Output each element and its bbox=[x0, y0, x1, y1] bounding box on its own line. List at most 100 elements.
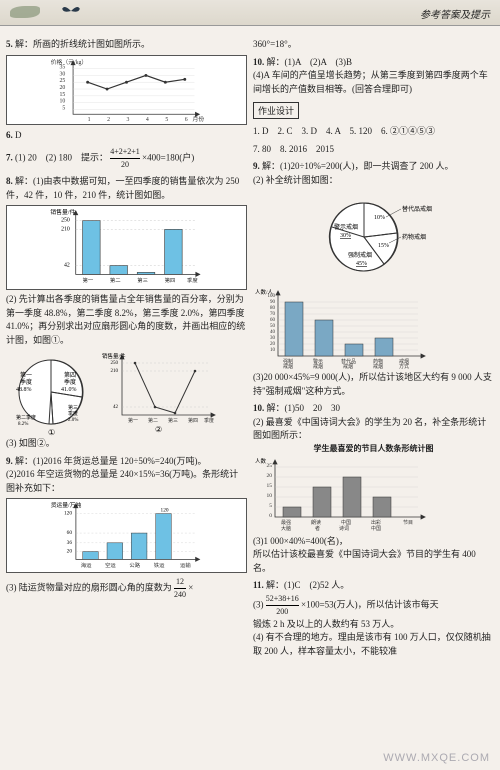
q10r: 10. 解：(1)50 20 30 (2) 最喜爱《中国诗词大会》的学生为 20… bbox=[253, 402, 494, 575]
svg-text:销售量/件: 销售量/件 bbox=[102, 352, 126, 360]
svg-text:第二季度: 第二季度 bbox=[16, 414, 36, 421]
svg-text:25: 25 bbox=[59, 78, 65, 84]
svg-text:戒烟: 戒烟 bbox=[343, 363, 353, 370]
svg-text:铁运: 铁运 bbox=[154, 561, 165, 569]
svg-text:10: 10 bbox=[267, 493, 273, 499]
right-column: 360°=18°。 10. 解：(1)A (2)A (3)B (4)A 车间的产… bbox=[253, 34, 494, 662]
svg-text:40: 40 bbox=[270, 330, 276, 335]
svg-text:25: 25 bbox=[267, 463, 273, 469]
svg-text:45%: 45% bbox=[356, 261, 367, 267]
svg-text:250: 250 bbox=[61, 218, 70, 224]
svg-text:20: 20 bbox=[270, 342, 276, 347]
svg-text:第一: 第一 bbox=[20, 371, 32, 379]
svg-text:5: 5 bbox=[165, 117, 168, 123]
svg-text:120: 120 bbox=[64, 511, 72, 517]
section-box: 作业设计 bbox=[253, 102, 299, 119]
q5-text: 解：所画的折线统计图如图所示。 bbox=[15, 39, 150, 49]
svg-text:30%: 30% bbox=[340, 233, 351, 239]
svg-text:20: 20 bbox=[267, 473, 273, 479]
svg-text:42: 42 bbox=[64, 263, 70, 269]
svg-text:30: 30 bbox=[270, 336, 276, 341]
q9-bar-chart: 货运量/万吨 120603620 120 海运空运公路铁运运输 bbox=[6, 498, 247, 573]
q8-charts-row: 第一季度48.8% 第四季度41.0% 第三季度2.0% 第二季度8.2% ① … bbox=[6, 347, 247, 437]
svg-text:季度: 季度 bbox=[187, 276, 198, 284]
svg-text:210: 210 bbox=[61, 226, 70, 232]
svg-text:100: 100 bbox=[268, 294, 276, 299]
svg-text:公路: 公路 bbox=[129, 561, 140, 569]
page-content: 5. 解：所画的折线统计图如图所示。 价格（元/kg） 510 1520 253… bbox=[0, 26, 500, 670]
svg-text:2: 2 bbox=[107, 117, 110, 123]
svg-text:70: 70 bbox=[270, 312, 276, 317]
svg-text:戒烟: 戒烟 bbox=[313, 363, 323, 370]
svg-text:方式: 方式 bbox=[399, 363, 409, 370]
svg-text:8.2%: 8.2% bbox=[18, 422, 28, 427]
svg-text:第四: 第四 bbox=[64, 371, 76, 379]
svg-text:大脑: 大脑 bbox=[281, 525, 291, 532]
svg-text:替代品: 替代品 bbox=[341, 358, 356, 365]
svg-text:10: 10 bbox=[270, 348, 276, 353]
svg-text:250: 250 bbox=[111, 361, 119, 366]
q10r-bar-chart: 人数 0510152025 最强大脑朗读者中国诗词出彩中国节目 bbox=[253, 455, 428, 535]
svg-text:①: ① bbox=[48, 428, 55, 437]
q9r-bar-chart: 人数/人 102030405060708090100 强制戒烟警示戒烟替代品戒烟… bbox=[253, 286, 428, 371]
q5-line-chart: 价格（元/kg） 510 1520 2530 35 123 456 月份 bbox=[6, 55, 247, 125]
q8-line-chart-2: 销售量/件 25021042 第一第二第三第四季度 ② bbox=[100, 350, 220, 435]
svg-text:季度: 季度 bbox=[64, 378, 76, 386]
svg-text:警示戒烟: 警示戒烟 bbox=[334, 223, 358, 231]
svg-text:60: 60 bbox=[270, 318, 276, 323]
q11-p2: (3) 52+38+16200 ×100=53(万人)，所以估计该市每天 bbox=[253, 593, 494, 618]
svg-text:季度: 季度 bbox=[204, 417, 214, 424]
q9-p3: (3) 陆运货物量对应的扇形圆心角的度数为 12240 × bbox=[6, 576, 247, 601]
svg-text:月份: 月份 bbox=[193, 115, 205, 123]
svg-text:35: 35 bbox=[59, 64, 65, 70]
svg-text:朗读: 朗读 bbox=[311, 519, 321, 526]
svg-text:第一: 第一 bbox=[83, 276, 94, 284]
q11: 11. 解：(1)C (2)52 人。 (3) 52+38+16200 ×100… bbox=[253, 579, 494, 658]
svg-text:0: 0 bbox=[269, 513, 272, 519]
page-header: 参考答案及提示 bbox=[0, 0, 500, 26]
svg-text:节目: 节目 bbox=[403, 520, 413, 526]
q10r-chart-title: 学生最喜爱的节目人数条形统计图 bbox=[253, 443, 494, 455]
q9r-pie-chart: 10% 15% 强制戒烟 45% 警示戒烟 30% 替代品戒烟 药物戒烟 bbox=[304, 189, 444, 284]
watermark: WWW.MXQE.COM bbox=[383, 752, 490, 764]
svg-text:第二: 第二 bbox=[148, 417, 158, 424]
svg-text:戒烟: 戒烟 bbox=[283, 363, 293, 370]
page-title: 参考答案及提示 bbox=[420, 6, 490, 21]
svg-text:1: 1 bbox=[88, 117, 91, 123]
svg-text:药物戒烟: 药物戒烟 bbox=[402, 233, 426, 241]
svg-text:20: 20 bbox=[59, 85, 65, 91]
svg-text:销售量/件: 销售量/件 bbox=[50, 208, 75, 216]
svg-text:季度: 季度 bbox=[20, 378, 32, 386]
svg-text:第三: 第三 bbox=[68, 404, 78, 411]
svg-text:120: 120 bbox=[161, 508, 169, 514]
q7: 7. (1) 20 (2) 180 提示： 4+2+2+120 ×400=180… bbox=[6, 146, 247, 171]
svg-text:15%: 15% bbox=[378, 243, 389, 249]
svg-text:运输: 运输 bbox=[180, 561, 191, 569]
svg-text:3: 3 bbox=[127, 117, 130, 123]
svg-text:15: 15 bbox=[267, 483, 273, 489]
r-top: 360°=18°。 bbox=[253, 38, 494, 52]
svg-text:50: 50 bbox=[270, 324, 276, 329]
svg-text:价格（元/kg）: 价格（元/kg） bbox=[51, 57, 88, 65]
svg-text:30: 30 bbox=[59, 71, 65, 77]
svg-text:80: 80 bbox=[270, 306, 276, 311]
left-column: 5. 解：所画的折线统计图如图所示。 价格（元/kg） 510 1520 253… bbox=[6, 34, 247, 662]
svg-text:第三: 第三 bbox=[137, 276, 148, 284]
q6: 6. D bbox=[6, 129, 247, 143]
svg-text:第一: 第一 bbox=[128, 417, 138, 424]
svg-text:药物: 药物 bbox=[373, 358, 383, 365]
r-ans1: 1. D 2. C 3. D 4. A 5. 120 6. ②①④⑤③ bbox=[253, 125, 494, 139]
svg-text:戒烟: 戒烟 bbox=[373, 363, 383, 370]
q5: 5. 解：所画的折线统计图如图所示。 价格（元/kg） 510 1520 253… bbox=[6, 38, 247, 125]
svg-text:6: 6 bbox=[185, 117, 188, 123]
svg-text:出彩: 出彩 bbox=[371, 519, 381, 526]
svg-text:36: 36 bbox=[67, 540, 73, 546]
svg-text:20: 20 bbox=[67, 549, 73, 555]
q5-num: 5. bbox=[6, 39, 13, 49]
svg-text:强制戒烟: 强制戒烟 bbox=[348, 251, 372, 259]
butterfly-icon bbox=[60, 2, 82, 20]
svg-text:15: 15 bbox=[59, 91, 65, 97]
svg-text:41.0%: 41.0% bbox=[61, 387, 77, 393]
svg-text:者: 者 bbox=[315, 526, 320, 532]
svg-text:第二: 第二 bbox=[110, 276, 121, 284]
